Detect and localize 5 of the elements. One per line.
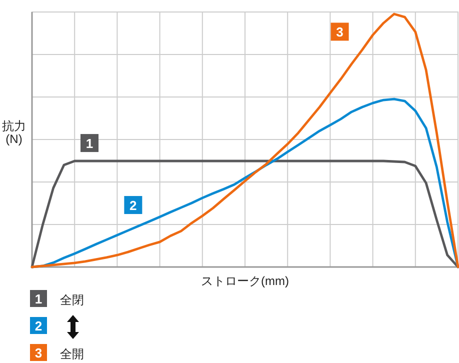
y-axis-title: 抗力 (N) bbox=[2, 119, 26, 146]
legend-label: 2 bbox=[34, 318, 42, 334]
x-axis-title: ストローク(mm) bbox=[201, 274, 289, 288]
legend-label: 1 bbox=[34, 292, 42, 306]
legend-label: 3 bbox=[34, 346, 42, 360]
